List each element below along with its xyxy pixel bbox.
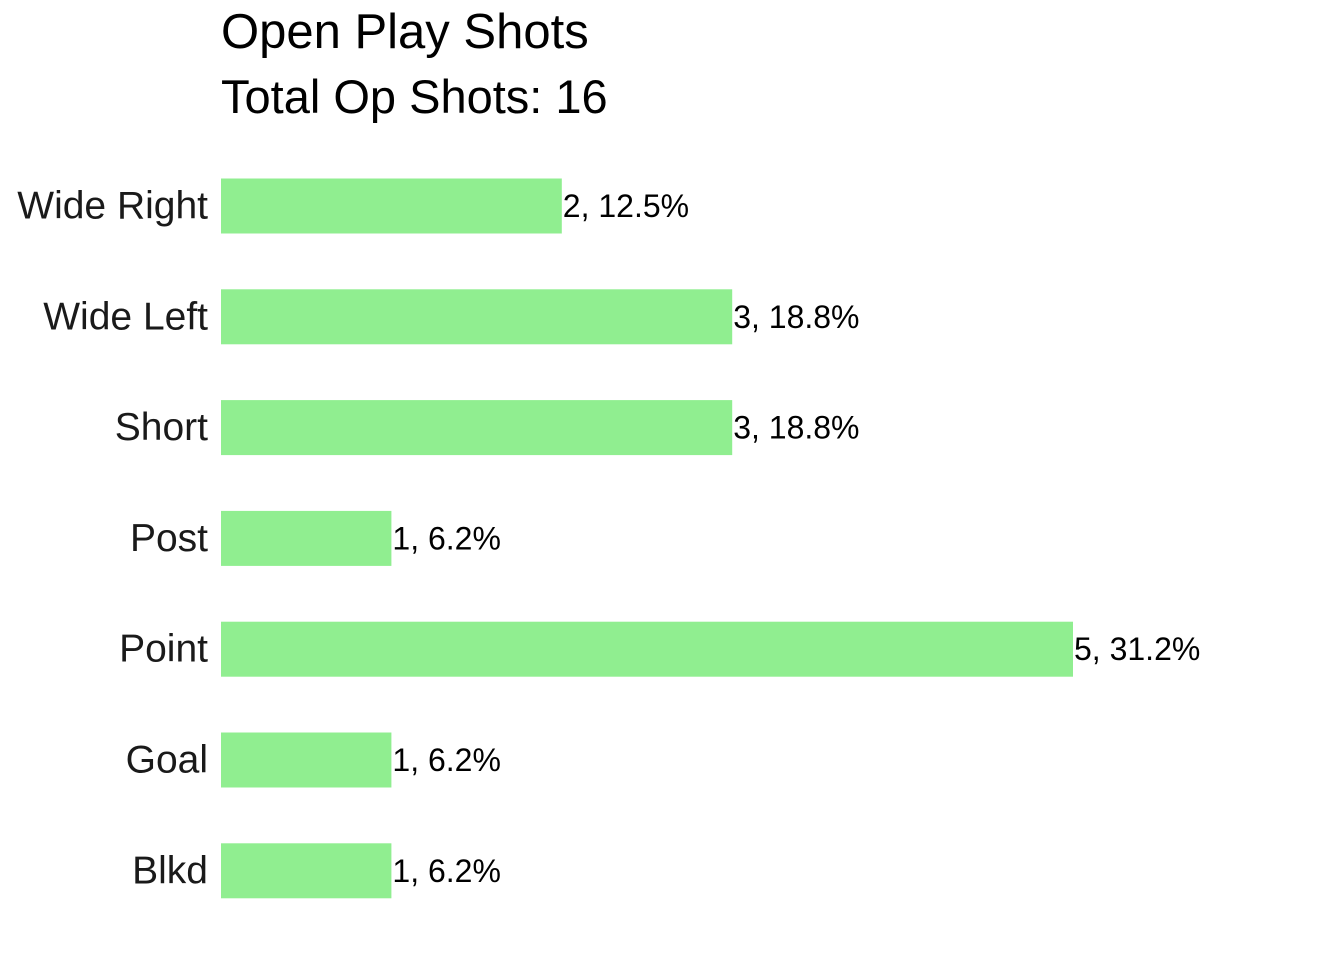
- bar: [221, 400, 733, 456]
- bar: [221, 732, 392, 788]
- bar: [221, 843, 392, 899]
- data-label: 2, 12.5%: [563, 188, 689, 224]
- category-label: Post: [130, 517, 208, 560]
- bar: [221, 289, 733, 345]
- data-label: 1, 6.2%: [392, 742, 501, 778]
- category-label: Wide Left: [43, 295, 208, 338]
- bar: [221, 510, 392, 566]
- bar: [221, 178, 562, 234]
- category-label: Short: [115, 406, 208, 449]
- data-label: 3, 18.8%: [733, 299, 859, 335]
- category-label: Wide Right: [17, 185, 208, 228]
- data-label: 1, 6.2%: [392, 853, 501, 889]
- bar: [221, 621, 1073, 677]
- category-label: Goal: [126, 739, 208, 782]
- category-label: Point: [119, 628, 208, 671]
- category-label: Blkd: [132, 849, 208, 892]
- data-label: 5, 31.2%: [1074, 631, 1200, 667]
- data-label: 1, 6.2%: [392, 520, 501, 556]
- data-label: 3, 18.8%: [733, 410, 859, 446]
- chart-title: Open Play Shots: [221, 5, 589, 59]
- chart-subtitle: Total Op Shots: 16: [221, 70, 608, 123]
